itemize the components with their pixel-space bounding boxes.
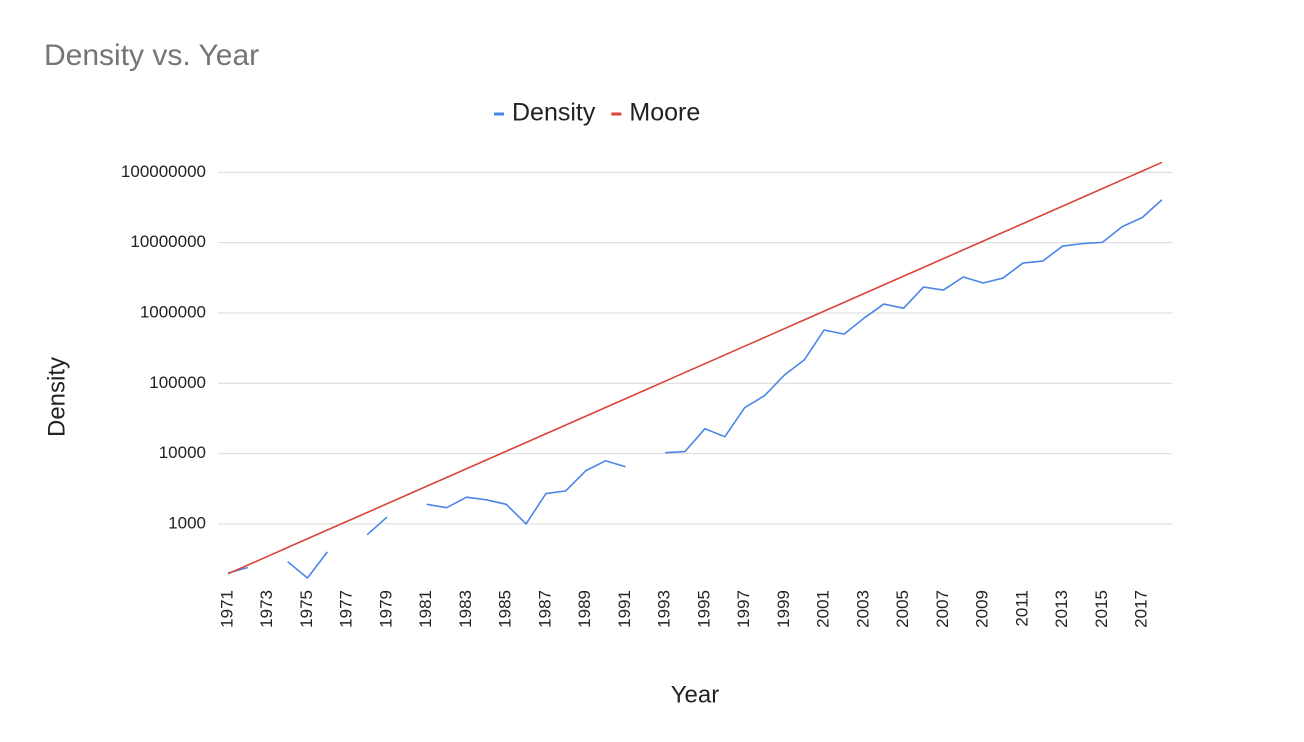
x-tick-label: 1989 xyxy=(575,590,594,628)
x-tick-label: 1977 xyxy=(337,590,356,628)
x-tick-label: 1987 xyxy=(535,590,554,628)
x-tick-label: 2005 xyxy=(893,590,912,628)
x-tick-label: 1971 xyxy=(217,590,236,628)
y-tick-label: 100000 xyxy=(149,373,206,392)
x-axis-title: Year xyxy=(671,681,720,708)
x-tick-label: 2001 xyxy=(814,590,833,628)
chart-title: Density vs. Year xyxy=(44,39,259,72)
y-tick-label: 10000 xyxy=(159,443,206,462)
x-tick-label: 1985 xyxy=(496,590,515,628)
y-tick-label: 1000000 xyxy=(140,302,206,321)
x-tick-label: 2011 xyxy=(1012,590,1031,627)
x-tick-label: 2003 xyxy=(853,590,872,628)
y-tick-label: 1000 xyxy=(168,513,206,532)
series-line xyxy=(227,161,1163,575)
series-line xyxy=(227,199,1163,579)
x-tick-label: 1975 xyxy=(297,590,316,628)
legend-label: Density xyxy=(512,99,596,127)
y-axis-title: Density xyxy=(43,357,70,437)
x-tick-label: 1983 xyxy=(456,590,475,628)
x-tick-label: 1991 xyxy=(615,590,634,628)
x-tick-label: 1981 xyxy=(416,590,435,628)
x-tick-label: 1999 xyxy=(774,590,793,628)
x-tick-label: 2017 xyxy=(1132,590,1151,628)
legend-label: Moore xyxy=(629,99,700,127)
y-tick-label: 100000000 xyxy=(121,162,206,181)
x-tick-label: 1993 xyxy=(655,590,674,628)
x-tick-label: 2015 xyxy=(1092,590,1111,628)
x-tick-label: 1979 xyxy=(376,590,395,628)
y-tick-label: 10000000 xyxy=(130,232,206,251)
x-tick-label: 1995 xyxy=(694,590,713,628)
x-tick-label: 2007 xyxy=(933,590,952,628)
x-tick-label: 1997 xyxy=(734,590,753,628)
x-tick-label: 1973 xyxy=(257,590,276,628)
x-tick-label: 2009 xyxy=(973,590,992,628)
x-tick-label: 2013 xyxy=(1052,590,1071,628)
